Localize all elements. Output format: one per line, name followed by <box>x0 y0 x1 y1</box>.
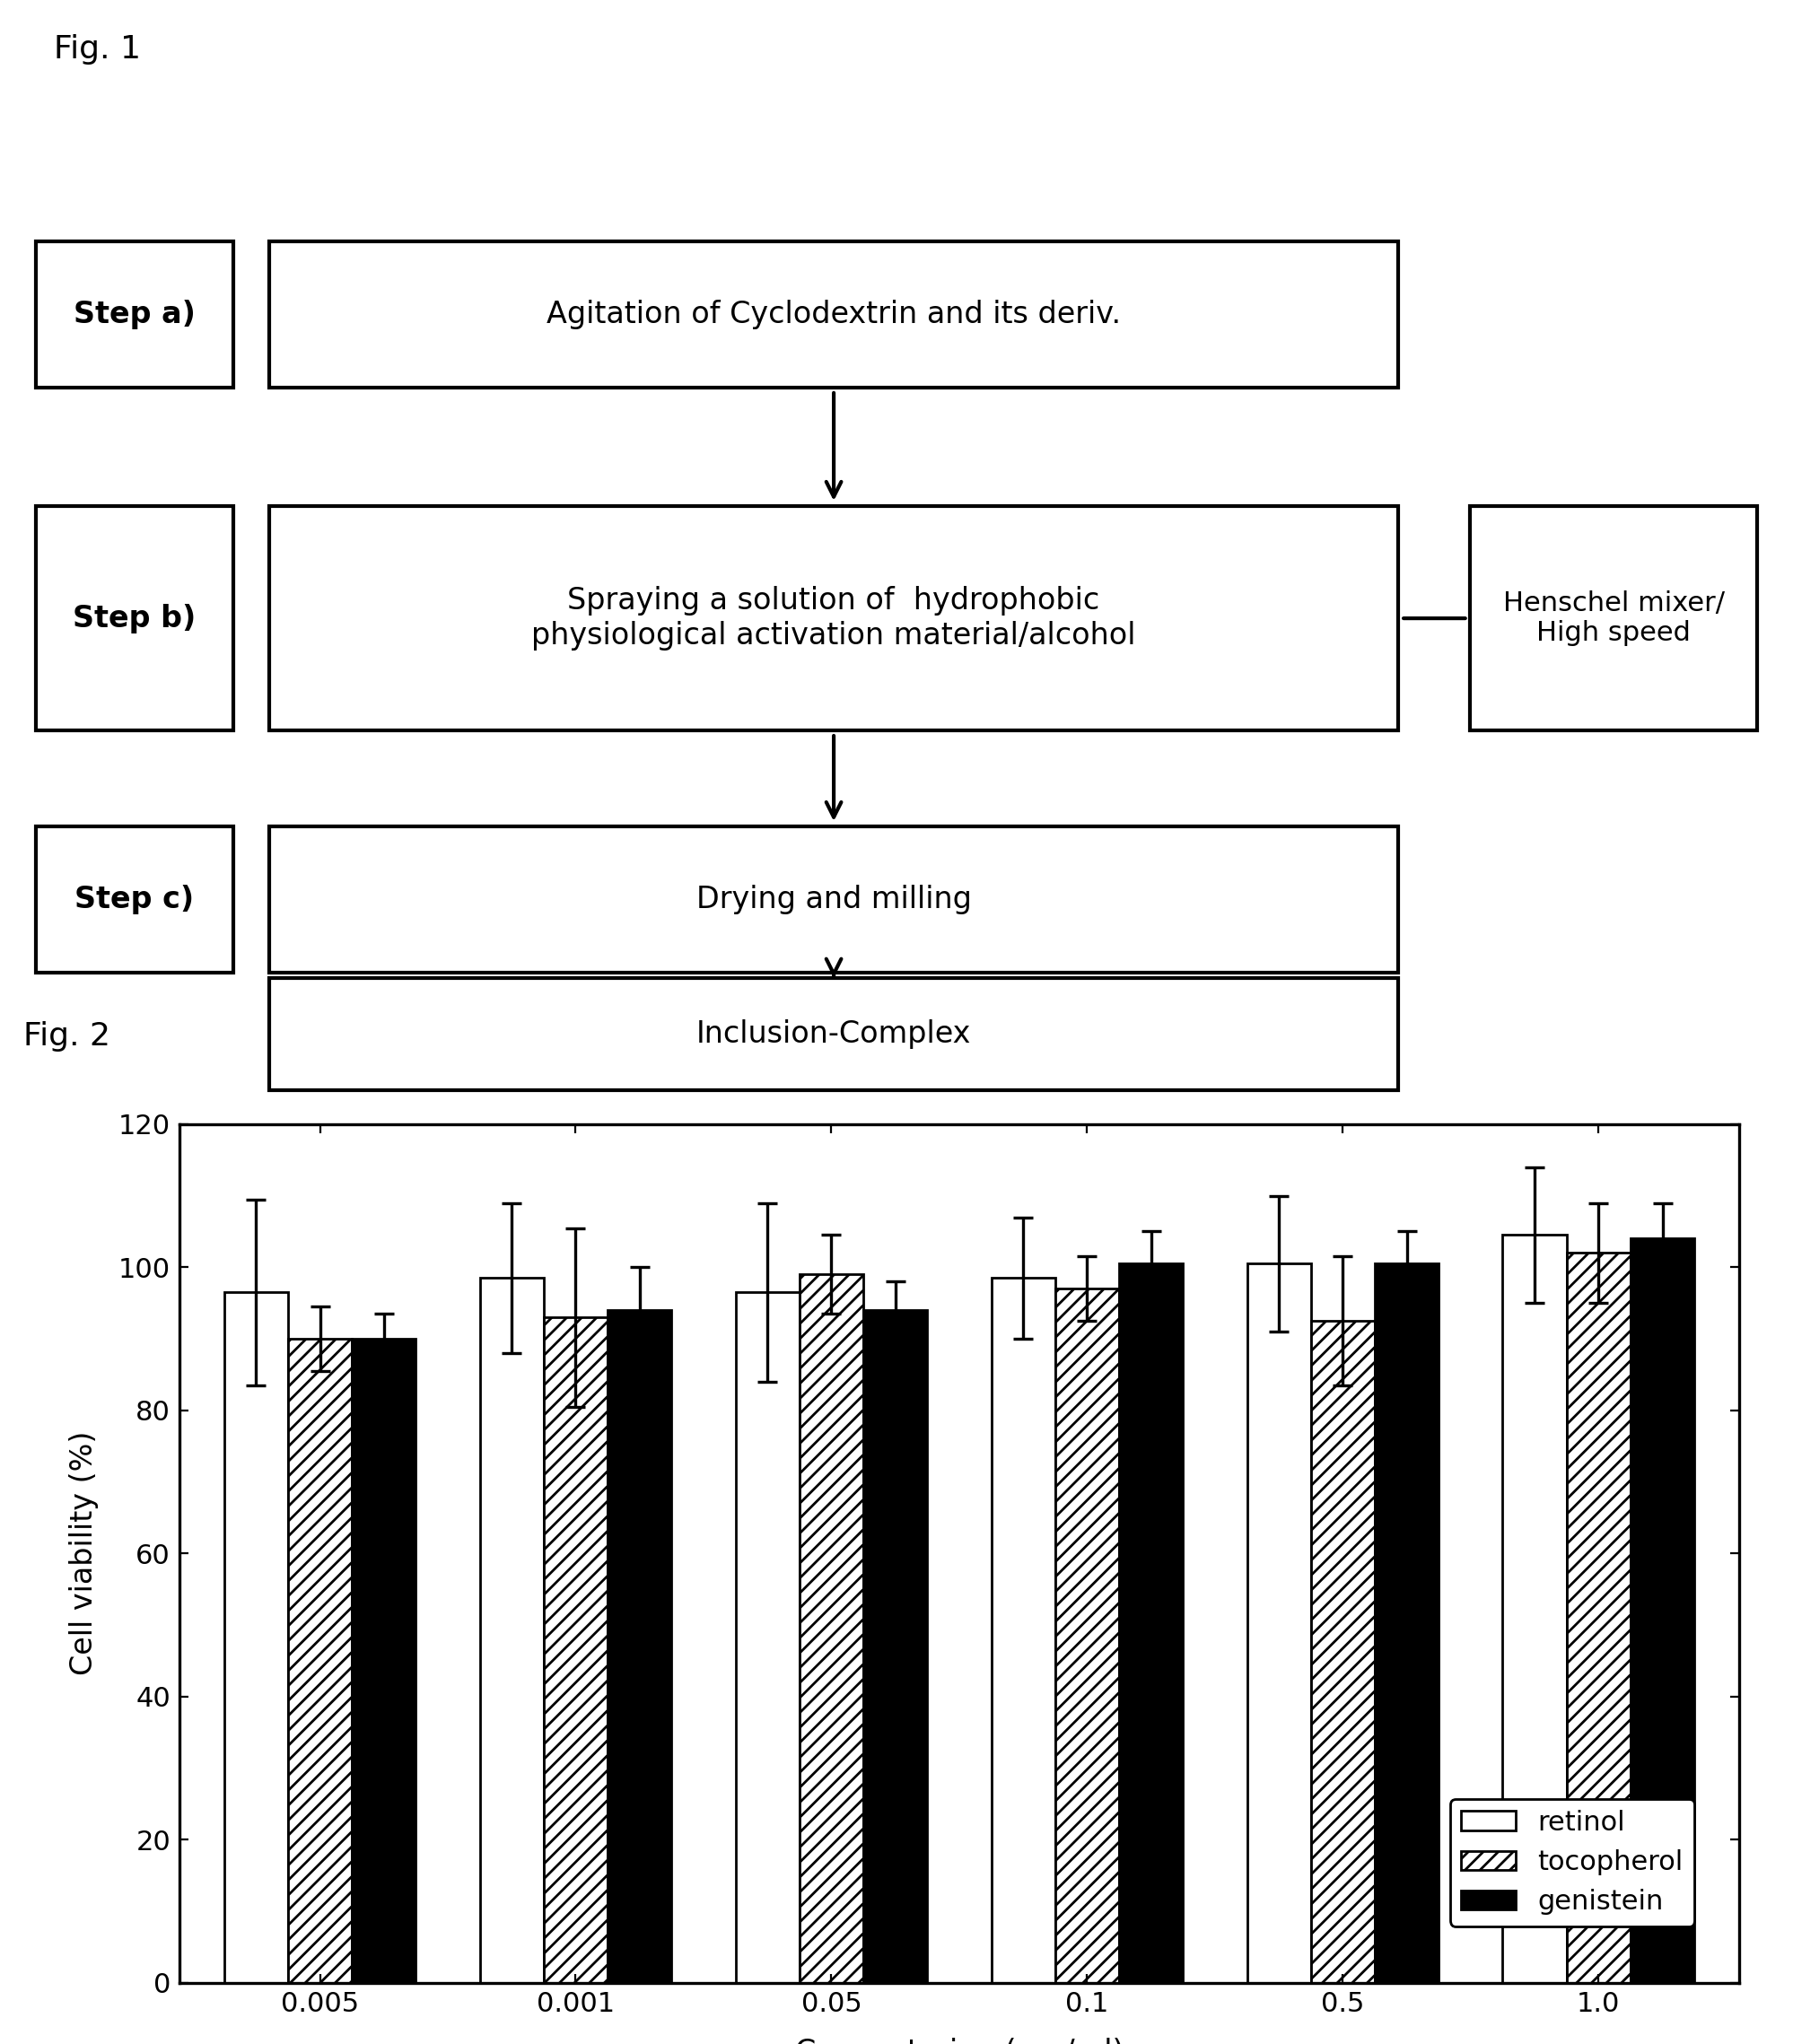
Text: Fig. 1: Fig. 1 <box>54 33 142 63</box>
Bar <box>864 1310 927 1983</box>
Bar <box>1567 1253 1630 1983</box>
FancyBboxPatch shape <box>36 241 233 388</box>
Bar <box>800 1275 864 1983</box>
FancyBboxPatch shape <box>36 505 233 732</box>
Bar <box>992 1278 1054 1983</box>
Bar <box>1119 1263 1183 1983</box>
Bar <box>351 1339 416 1983</box>
Text: Spraying a solution of  hydrophobic
physiological activation material/alcohol: Spraying a solution of hydrophobic physi… <box>531 587 1137 650</box>
Text: Inclusion-Complex: Inclusion-Complex <box>696 1020 972 1049</box>
Bar <box>1246 1263 1311 1983</box>
Bar <box>735 1292 800 1983</box>
Bar <box>1054 1290 1119 1983</box>
Bar <box>543 1318 608 1983</box>
FancyBboxPatch shape <box>269 826 1399 973</box>
Bar <box>1503 1235 1567 1983</box>
Bar <box>608 1310 672 1983</box>
Y-axis label: Cell viability (%): Cell viability (%) <box>68 1431 99 1676</box>
FancyBboxPatch shape <box>269 241 1399 388</box>
FancyBboxPatch shape <box>269 505 1399 732</box>
Bar <box>481 1278 543 1983</box>
Legend: retinol, tocopherol, genistein: retinol, tocopherol, genistein <box>1451 1799 1694 1925</box>
Text: Agitation of Cyclodextrin and its deriv.: Agitation of Cyclodextrin and its deriv. <box>547 300 1121 329</box>
Bar <box>224 1292 289 1983</box>
Text: Step b): Step b) <box>74 603 195 634</box>
Bar <box>289 1339 351 1983</box>
FancyBboxPatch shape <box>36 826 233 973</box>
Text: Drying and milling: Drying and milling <box>696 885 972 914</box>
Text: Fig. 2: Fig. 2 <box>23 1022 111 1053</box>
Text: Step c): Step c) <box>75 885 194 914</box>
Text: Step a): Step a) <box>74 300 195 329</box>
Bar <box>1630 1239 1694 1983</box>
X-axis label: Concentraion (mg/ml): Concentraion (mg/ml) <box>794 2038 1124 2044</box>
Bar <box>1311 1320 1375 1983</box>
Text: Henschel mixer/
High speed: Henschel mixer/ High speed <box>1503 591 1725 646</box>
FancyBboxPatch shape <box>1470 505 1757 732</box>
FancyBboxPatch shape <box>269 977 1399 1089</box>
Bar <box>1375 1263 1438 1983</box>
